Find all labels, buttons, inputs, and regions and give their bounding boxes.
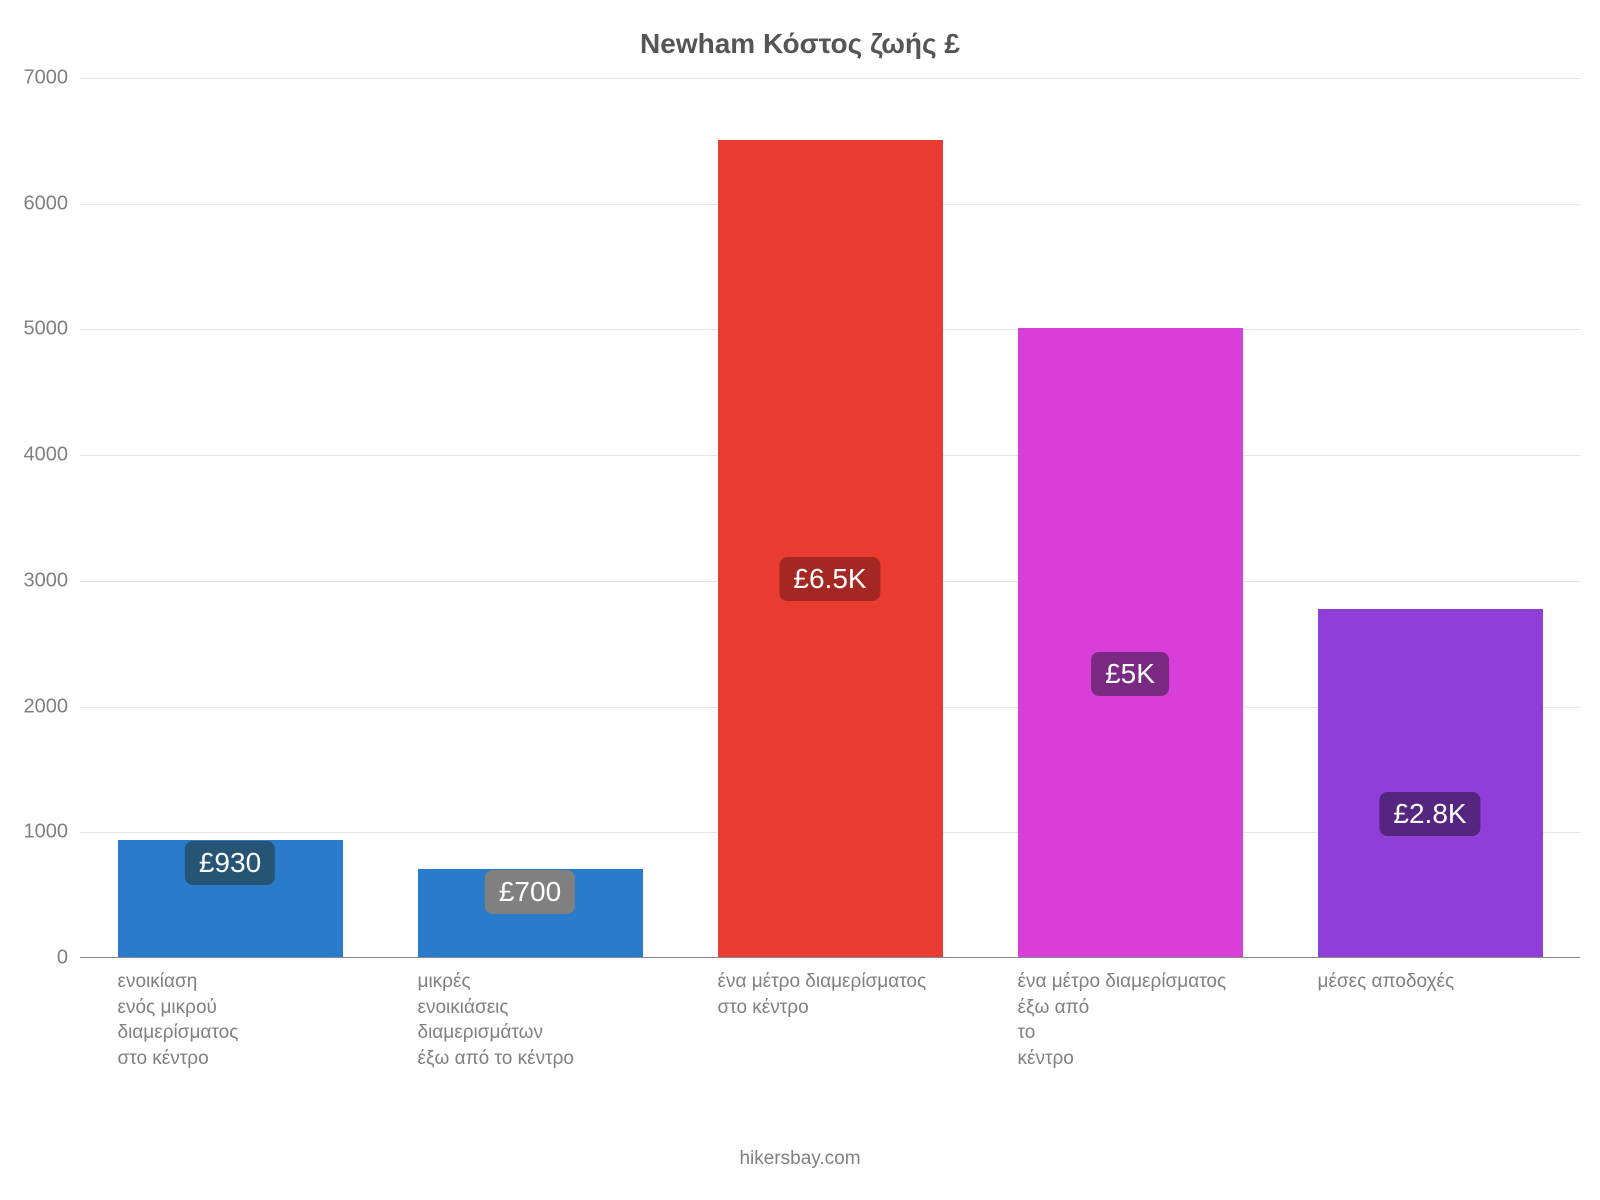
gridline bbox=[80, 78, 1580, 79]
x-tick-label-line: κέντρο bbox=[1018, 1046, 1243, 1072]
y-tick-label: 3000 bbox=[24, 569, 69, 592]
x-tick-label: ενοικίασηενός μικρούδιαμερίσματοςστο κέν… bbox=[118, 969, 343, 1072]
x-tick-label: ένα μέτρο διαμερίσματοςέξω απότοκέντρο bbox=[1018, 969, 1243, 1072]
x-tick-label: ένα μέτρο διαμερίσματοςστο κέντρο bbox=[718, 969, 943, 1020]
y-tick-label: 2000 bbox=[24, 695, 69, 718]
x-tick-label-line: έξω από το κέντρο bbox=[418, 1046, 643, 1072]
x-tick-label-line: μέσες αποδοχές bbox=[1318, 969, 1543, 995]
y-tick-label: 0 bbox=[57, 947, 68, 970]
bar bbox=[718, 140, 943, 957]
x-tick-label-line: ένα μέτρο διαμερίσματος bbox=[1018, 969, 1243, 995]
x-tick-label-line: διαμερισμάτων bbox=[418, 1020, 643, 1046]
x-tick-label: μικρέςενοικιάσειςδιαμερισμάτωνέξω από το… bbox=[418, 969, 643, 1072]
x-tick-label-line: στο κέντρο bbox=[718, 995, 943, 1021]
bar bbox=[1018, 328, 1243, 957]
bar-value-label: £6.5K bbox=[779, 557, 880, 601]
attribution: hikersbay.com bbox=[0, 1148, 1600, 1170]
x-tick-label-line: ένα μέτρο διαμερίσματος bbox=[718, 969, 943, 995]
bar-value-label: £700 bbox=[485, 870, 575, 914]
y-tick-label: 4000 bbox=[24, 444, 69, 467]
bar-value-label: £930 bbox=[185, 841, 275, 885]
bar bbox=[1318, 609, 1543, 957]
y-tick-label: 7000 bbox=[24, 67, 69, 90]
x-tick-label: μέσες αποδοχές bbox=[1318, 969, 1543, 995]
y-tick-label: 1000 bbox=[24, 821, 69, 844]
x-tick-label-line: στο κέντρο bbox=[118, 1046, 343, 1072]
x-tick-label-line: ενοικιάσεις bbox=[418, 995, 643, 1021]
x-tick-label-line: έξω από bbox=[1018, 995, 1243, 1021]
plot-area: 01000200030004000500060007000£930ενοικία… bbox=[80, 78, 1580, 958]
x-tick-label-line: διαμερίσματος bbox=[118, 1020, 343, 1046]
chart-title: Newham Κόστος ζωής £ bbox=[0, 28, 1600, 60]
chart-container: Newham Κόστος ζωής £ 0100020003000400050… bbox=[0, 0, 1600, 1200]
y-tick-label: 6000 bbox=[24, 192, 69, 215]
x-tick-label-line: μικρές bbox=[418, 969, 643, 995]
x-tick-label-line: ενοικίαση bbox=[118, 969, 343, 995]
y-tick-label: 5000 bbox=[24, 318, 69, 341]
bar-value-label: £2.8K bbox=[1379, 792, 1480, 836]
x-tick-label-line: το bbox=[1018, 1020, 1243, 1046]
x-tick-label-line: ενός μικρού bbox=[118, 995, 343, 1021]
bar-value-label: £5K bbox=[1091, 652, 1169, 696]
